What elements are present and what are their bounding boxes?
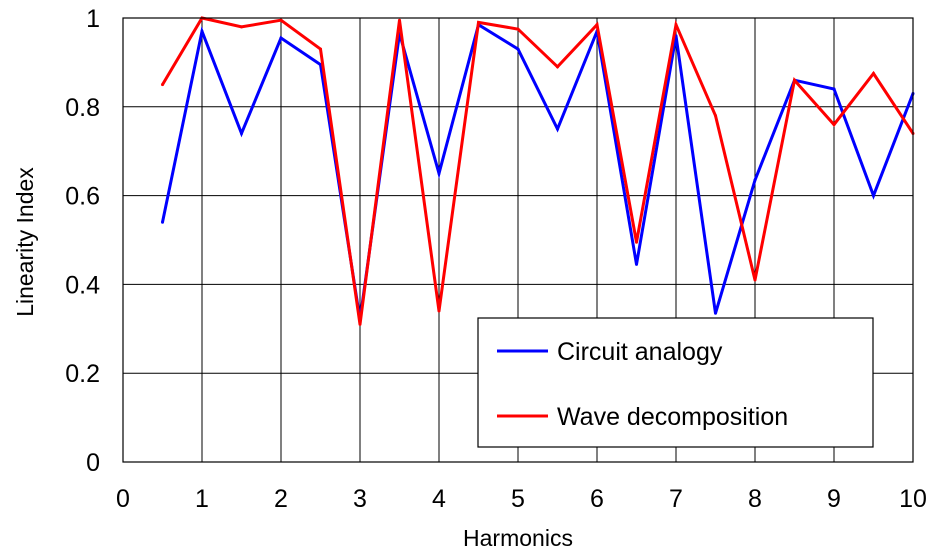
x-tick-label: 9 — [827, 485, 841, 513]
y-tick-label: 1 — [86, 5, 100, 33]
series-line-circuit-analogy — [161, 22, 915, 321]
legend-label-wave-decomposition: Wave decomposition — [557, 403, 788, 431]
data-point-wave-decomposition — [161, 83, 164, 87]
legend-box — [477, 317, 874, 448]
legend: Circuit analogy Wave decomposition — [477, 317, 874, 448]
x-tick-label: 10 — [899, 485, 927, 513]
data-point-circuit-analogy — [279, 36, 283, 40]
data-point-wave-decomposition — [516, 27, 520, 31]
data-point-circuit-analogy — [753, 178, 757, 182]
data-point-circuit-analogy — [437, 171, 441, 175]
data-point-wave-decomposition — [793, 78, 796, 82]
data-point-wave-decomposition — [477, 20, 480, 24]
x-tick-label: 2 — [274, 485, 288, 513]
x-tick-label: 8 — [748, 485, 762, 513]
legend-label-circuit-analogy: Circuit analogy — [557, 338, 723, 366]
x-axis-tick-labels: 0 1 2 3 4 5 6 7 8 9 10 — [116, 485, 927, 513]
data-point-circuit-analogy — [714, 311, 717, 315]
y-tick-label: 0.2 — [65, 360, 100, 388]
y-axis-title: Linearity Index — [12, 167, 38, 317]
data-point-wave-decomposition — [674, 23, 678, 27]
data-point-circuit-analogy — [161, 220, 164, 224]
plot-area-border — [122, 17, 914, 463]
x-tick-label: 4 — [432, 485, 446, 513]
x-tick-label: 0 — [116, 485, 130, 513]
data-point-wave-decomposition — [872, 72, 875, 75]
x-tick-label: 6 — [590, 485, 604, 513]
data-point-wave-decomposition — [635, 240, 638, 244]
data-point-wave-decomposition — [832, 123, 836, 127]
data-point-circuit-analogy — [200, 29, 204, 33]
plot-series — [161, 16, 915, 326]
data-point-wave-decomposition — [319, 47, 322, 51]
data-point-circuit-analogy — [516, 47, 520, 51]
data-point-wave-decomposition — [358, 322, 362, 326]
data-point-circuit-analogy — [872, 194, 875, 198]
y-axis-tick-labels: 0 0.2 0.4 0.6 0.8 1 — [65, 5, 100, 477]
series-line-wave-decomposition — [161, 16, 915, 325]
data-point-wave-decomposition — [714, 114, 717, 118]
y-tick-label: 0.6 — [65, 183, 100, 211]
data-point-wave-decomposition — [595, 23, 599, 27]
data-point-wave-decomposition — [240, 25, 243, 29]
y-tick-label: 0.4 — [65, 271, 100, 299]
data-point-wave-decomposition — [279, 18, 283, 22]
data-point-circuit-analogy — [635, 262, 638, 266]
data-point-wave-decomposition — [398, 18, 401, 22]
x-axis-title: Harmonics — [463, 525, 573, 551]
data-point-wave-decomposition — [753, 278, 757, 282]
y-tick-label: 0 — [86, 449, 100, 477]
data-point-circuit-analogy — [240, 131, 243, 135]
x-tick-label: 3 — [353, 485, 367, 513]
data-point-wave-decomposition — [437, 309, 441, 313]
x-tick-label: 7 — [669, 485, 683, 513]
x-tick-label: 5 — [511, 485, 525, 513]
data-point-wave-decomposition — [556, 65, 559, 69]
data-point-circuit-analogy — [556, 127, 559, 131]
x-tick-label: 1 — [195, 485, 209, 513]
y-tick-label: 0.8 — [65, 94, 100, 122]
data-point-circuit-analogy — [832, 87, 836, 91]
